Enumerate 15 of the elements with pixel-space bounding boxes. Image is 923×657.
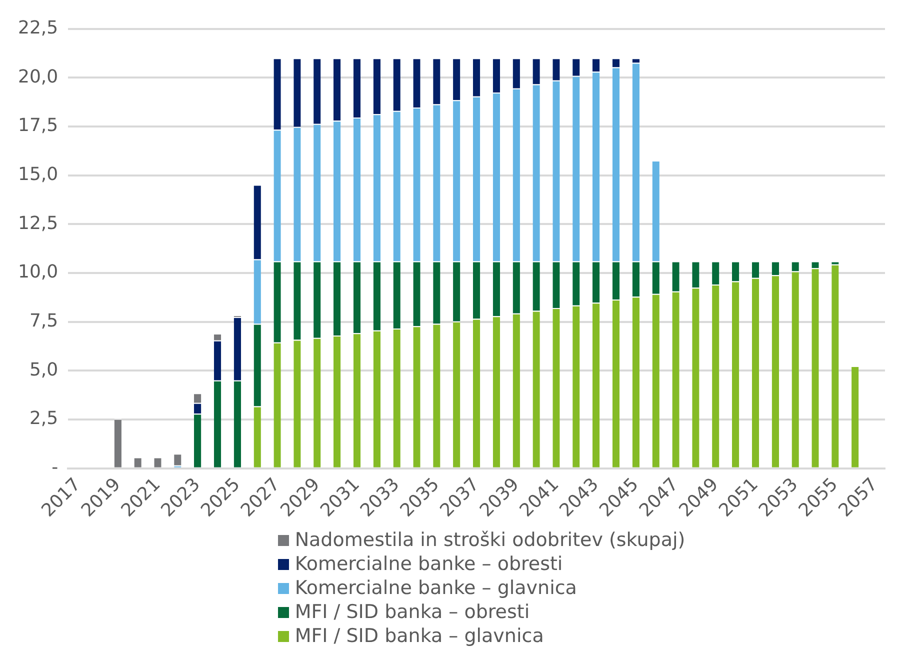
legend-label: MFI / SID banka – glavnica bbox=[294, 624, 544, 648]
y-tick-label: 10,0 bbox=[18, 262, 58, 283]
legend-label: Komercialne banke – obresti bbox=[294, 552, 563, 576]
legend-label: MFI / SID banka – obresti bbox=[294, 600, 530, 624]
y-tick-label: 12,5 bbox=[18, 212, 58, 234]
y-tick-label: 15,0 bbox=[18, 164, 58, 185]
y-tick-label: 17,5 bbox=[18, 115, 58, 136]
y-tick-label: 2,5 bbox=[29, 408, 58, 430]
y-tick-label: - bbox=[52, 457, 58, 478]
y-tick-label: 7,5 bbox=[29, 310, 58, 332]
y-tick-label: 5,0 bbox=[29, 359, 58, 380]
y-tick-label: 22,5 bbox=[18, 17, 58, 38]
legend-label: Komercialne banke – glavnica bbox=[294, 576, 577, 600]
legend-label: Nadomestila in stroški odobritev (skupaj) bbox=[294, 528, 686, 552]
y-tick-label: 20,0 bbox=[18, 66, 58, 88]
